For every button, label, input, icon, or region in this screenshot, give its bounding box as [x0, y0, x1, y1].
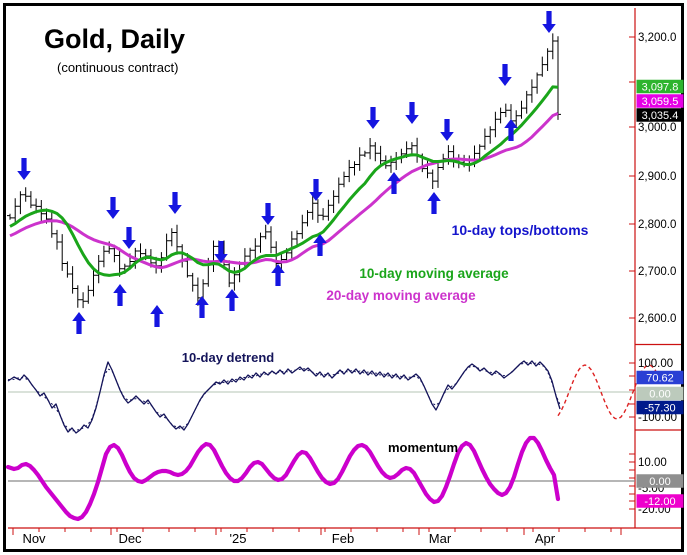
momentum-series — [5, 435, 635, 522]
x-label-apr: Apr — [535, 531, 556, 546]
detrend-last-value: -57.30 — [644, 403, 675, 415]
detrend-zero-value: 0.00 — [649, 389, 670, 401]
y-label: 2,700.0 — [638, 266, 676, 278]
bottom-arrow-icon — [72, 312, 86, 334]
top-arrow-icon — [498, 64, 512, 86]
top-arrow-icon — [440, 119, 454, 141]
momentum-line — [5, 435, 561, 522]
detrend-last-badge — [636, 400, 684, 415]
top-arrow-icon — [261, 203, 275, 225]
bottom-arrow-icon — [427, 192, 441, 214]
bottom-arrow-icon — [150, 305, 164, 327]
x-label-dec: Dec — [118, 531, 142, 546]
top-arrow-icon — [17, 158, 31, 180]
chart-subtitle: (continuous contract) — [57, 60, 178, 75]
y-label: 3,000.0 — [638, 122, 676, 134]
ma10-line — [9, 85, 559, 277]
bottom-arrow-icon — [271, 264, 285, 286]
axes — [8, 8, 681, 535]
y-label: -100.00 — [638, 412, 677, 424]
detrend-y-axis-labels: 100.00 -100.00 — [638, 358, 677, 424]
chart-title: Gold, Daily — [44, 24, 185, 54]
y-label: 10.00 — [638, 457, 667, 469]
momentum-zero-value: 0.00 — [649, 476, 670, 488]
ohlc-bars — [7, 33, 561, 309]
bottom-arrow-icon — [504, 119, 518, 141]
ma20-value: 3,059.5 — [642, 96, 679, 108]
ma20-line — [9, 111, 559, 270]
bottom-arrow-icon — [387, 172, 401, 194]
chart-frame — [3, 3, 684, 552]
y-label: 100.00 — [638, 358, 673, 370]
x-label-mar: Mar — [429, 531, 452, 546]
bottom-arrow-icon — [195, 296, 209, 318]
y-label: 2,600.0 — [638, 313, 676, 325]
last-close-badge — [636, 108, 684, 122]
tops-bottoms-legend-label: 10-day tops/bottoms — [452, 222, 589, 238]
price-y-axis-labels: 3,200.0 3,000.0 2,900.0 2,800.0 2,700.0 … — [638, 32, 676, 325]
last-close-value: 3,035.4 — [642, 110, 679, 122]
top-arrow-icon — [214, 241, 228, 263]
momentum-zero-badge — [636, 474, 684, 488]
ma10-value-badge — [636, 79, 684, 94]
top-arrow-icon — [168, 192, 182, 214]
top-arrow-icon — [405, 102, 419, 124]
detrend-series — [7, 360, 661, 434]
detrend-zero-badge — [636, 386, 684, 401]
x-label-jan25: '25 — [230, 531, 247, 546]
top-arrow-icon — [366, 107, 380, 129]
top-arrow-icon — [542, 11, 556, 33]
ma20-value-badge — [636, 94, 684, 108]
bottom-arrow-icon — [313, 234, 327, 256]
detrend-high-value: 70.62 — [646, 373, 674, 385]
ma10-value: 3,097.8 — [642, 82, 679, 94]
bottom-arrow-icon — [113, 284, 127, 306]
ma20-legend-label: 20-day moving average — [326, 288, 476, 303]
top-arrow-icon — [309, 179, 323, 201]
price-series — [7, 11, 561, 334]
detrend-line — [7, 360, 561, 434]
momentum-panel-label: momentum — [388, 440, 458, 455]
detrend-high-badge — [636, 370, 684, 385]
momentum-last-value: -12.00 — [644, 496, 675, 508]
x-axis-labels: Nov Dec '25 Feb Mar Apr — [22, 531, 555, 546]
x-label-feb: Feb — [332, 531, 354, 546]
ma10-legend-label: 10-day moving average — [359, 266, 509, 281]
y-label: 2,800.0 — [638, 219, 676, 231]
top-arrow-icon — [122, 227, 136, 249]
bottom-arrow-icon — [225, 289, 239, 311]
value-badges: 3,097.8 3,059.5 3,035.4 70.62 0.00 -57.3… — [636, 79, 684, 508]
y-label: 2,900.0 — [638, 171, 676, 183]
detrend-forecast-line — [557, 364, 661, 420]
detrend-panel-label: 10-day detrend — [182, 350, 275, 365]
momentum-last-badge — [636, 494, 684, 508]
top-arrow-icon — [106, 197, 120, 219]
x-label-nov: Nov — [22, 531, 46, 546]
y-label: 3,200.0 — [638, 32, 676, 44]
